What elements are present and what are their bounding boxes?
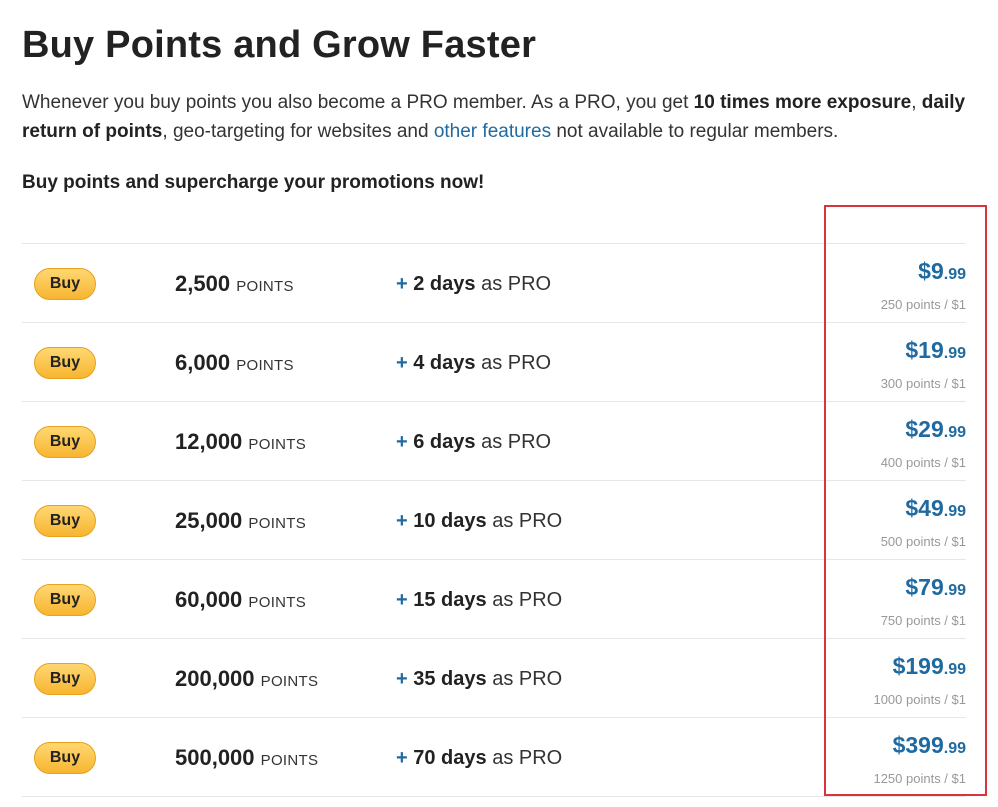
points-unit: POINTS <box>236 278 294 295</box>
pro-duration: + 6 days as PRO <box>396 431 552 453</box>
points-rate: 250 points / $1 <box>880 297 966 312</box>
package-price: $399.99 <box>893 732 966 759</box>
points-amount: 200,000 POINTS <box>175 666 319 691</box>
price-dollars: $199 <box>892 653 944 679</box>
package-row: Buy 2,500 POINTS + 2 days as PRO $9.99 2… <box>22 243 966 322</box>
package-price: $9.99 <box>918 258 966 285</box>
pro-days: 10 days <box>413 510 487 532</box>
points-rate: 1250 points / $1 <box>873 771 966 786</box>
pro-days: 15 days <box>413 589 487 611</box>
package-price: $29.99 <box>905 416 966 443</box>
points-amount: 60,000 POINTS <box>175 587 307 612</box>
price-dollars: $49 <box>905 495 944 521</box>
pro-duration: + 15 days as PRO <box>396 589 563 611</box>
pro-duration: + 70 days as PRO <box>396 747 563 769</box>
buy-button[interactable]: Buy <box>34 268 96 300</box>
price-dollars: $19 <box>905 337 944 363</box>
points-rate: 400 points / $1 <box>880 455 966 470</box>
points-rate: 1000 points / $1 <box>873 692 966 707</box>
plus-sign: + <box>396 273 408 295</box>
plus-sign: + <box>396 747 408 769</box>
package-row: Buy 200,000 POINTS + 35 days as PRO $199… <box>22 638 966 717</box>
plus-sign: + <box>396 352 408 374</box>
points-unit: POINTS <box>248 436 307 453</box>
pro-days: 70 days <box>413 747 487 769</box>
price-cents: .99 <box>943 345 966 362</box>
points-amount: 2,500 POINTS <box>175 271 294 296</box>
other-features-link[interactable]: other features <box>433 121 552 142</box>
buy-button[interactable]: Buy <box>34 742 96 774</box>
pro-days: 4 days <box>413 352 476 374</box>
package-price: $49.99 <box>905 495 966 522</box>
page-title: Buy Points and Grow Faster <box>22 24 537 66</box>
plus-sign: + <box>396 589 408 611</box>
price-dollars: $29 <box>905 416 944 442</box>
pro-duration: + 4 days as PRO <box>396 352 552 374</box>
package-row: Buy 500,000 POINTS + 70 days as PRO $399… <box>22 717 966 797</box>
package-row: Buy 25,000 POINTS + 10 days as PRO $49.9… <box>22 480 966 559</box>
packages-table: Buy 2,500 POINTS + 2 days as PRO $9.99 2… <box>22 243 966 797</box>
price-cents: .99 <box>943 503 966 520</box>
exposure-highlight: 10 times more exposure <box>693 92 912 113</box>
buy-button[interactable]: Buy <box>34 505 96 537</box>
package-price: $79.99 <box>905 574 966 601</box>
price-dollars: $399 <box>892 732 944 758</box>
package-row: Buy 6,000 POINTS + 4 days as PRO $19.99 … <box>22 322 966 401</box>
price-cents: .99 <box>943 661 966 678</box>
plus-sign: + <box>396 431 408 453</box>
pro-duration: + 35 days as PRO <box>396 668 563 690</box>
buy-button[interactable]: Buy <box>34 584 96 616</box>
buy-button[interactable]: Buy <box>34 426 96 458</box>
price-cents: .99 <box>943 266 966 283</box>
price-cents: .99 <box>943 582 966 599</box>
points-unit: POINTS <box>260 673 319 690</box>
points-amount: 12,000 POINTS <box>175 429 307 454</box>
price-dollars: $79 <box>905 574 944 600</box>
points-amount: 500,000 POINTS <box>175 745 319 770</box>
package-price: $199.99 <box>893 653 966 680</box>
pro-duration: + 2 days as PRO <box>396 273 552 295</box>
points-unit: POINTS <box>248 594 307 611</box>
plus-sign: + <box>396 510 408 532</box>
intro-text: Whenever you buy points you also become … <box>22 92 966 142</box>
package-row: Buy 60,000 POINTS + 15 days as PRO $79.9… <box>22 559 966 638</box>
buy-button[interactable]: Buy <box>34 347 96 379</box>
cta-heading: Buy points and supercharge your promotio… <box>22 172 485 193</box>
daily-return-highlight: daily return of points <box>22 92 966 142</box>
pro-days: 35 days <box>413 668 487 690</box>
points-unit: POINTS <box>260 752 319 769</box>
package-row: Buy 12,000 POINTS + 6 days as PRO $29.99… <box>22 401 966 480</box>
points-amount: 25,000 POINTS <box>175 508 307 533</box>
points-unit: POINTS <box>248 515 307 532</box>
price-cents: .99 <box>943 740 966 757</box>
package-price: $19.99 <box>905 337 966 364</box>
pro-days: 2 days <box>413 273 476 295</box>
price-dollars: $9 <box>918 258 944 284</box>
points-rate: 750 points / $1 <box>880 613 966 628</box>
buy-button[interactable]: Buy <box>34 663 96 695</box>
points-unit: POINTS <box>236 357 294 374</box>
price-cents: .99 <box>943 424 966 441</box>
points-rate: 500 points / $1 <box>880 534 966 549</box>
plus-sign: + <box>396 668 408 690</box>
pro-days: 6 days <box>413 431 476 453</box>
points-rate: 300 points / $1 <box>880 376 966 391</box>
points-amount: 6,000 POINTS <box>175 350 294 375</box>
pro-duration: + 10 days as PRO <box>396 510 563 532</box>
